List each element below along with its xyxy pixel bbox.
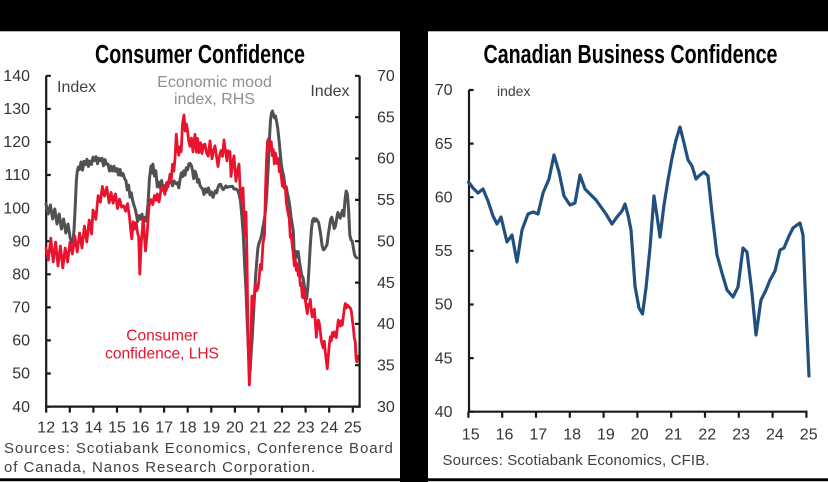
svg-text:23: 23 [732,427,750,444]
svg-text:15: 15 [108,420,126,437]
svg-text:20: 20 [226,420,244,437]
svg-text:120: 120 [3,134,30,151]
svg-text:100: 100 [3,200,30,217]
svg-text:24: 24 [320,420,338,437]
svg-text:Sources: Scotiabank Economics,: Sources: Scotiabank Economics, Conferenc… [4,440,394,457]
svg-text:70: 70 [377,68,395,85]
svg-text:70: 70 [435,82,453,99]
svg-text:Consumer: Consumer [126,328,198,345]
svg-text:15: 15 [462,427,480,444]
svg-text:110: 110 [4,167,30,184]
svg-text:50: 50 [377,233,395,250]
svg-text:55: 55 [377,192,395,209]
svg-text:30: 30 [377,399,395,416]
svg-text:80: 80 [12,267,30,284]
svg-text:16: 16 [132,420,150,437]
svg-text:60: 60 [435,189,453,206]
svg-text:21: 21 [250,420,268,437]
svg-text:17: 17 [155,420,173,437]
svg-text:18: 18 [179,420,197,437]
svg-text:23: 23 [297,420,315,437]
svg-text:12: 12 [37,420,55,437]
svg-text:65: 65 [377,109,395,126]
svg-text:16: 16 [496,427,514,444]
svg-text:25: 25 [800,427,818,444]
svg-text:confidence, LHS: confidence, LHS [105,346,219,363]
svg-text:60: 60 [377,151,395,168]
svg-text:50: 50 [12,366,30,383]
svg-text:Canadian Business Confidence: Canadian Business Confidence [484,41,778,69]
svg-text:45: 45 [435,350,453,367]
svg-text:22: 22 [273,420,291,437]
svg-text:18: 18 [563,427,581,444]
svg-text:Index: Index [57,79,96,96]
svg-text:Economic mood: Economic mood [157,74,272,91]
svg-text:of Canada, Nanos Research Corp: of Canada, Nanos Research Corporation. [4,459,316,476]
svg-text:14: 14 [85,420,103,437]
svg-text:index, RHS: index, RHS [174,91,255,108]
svg-text:70: 70 [12,300,30,317]
svg-text:17: 17 [529,427,547,444]
svg-text:20: 20 [631,427,649,444]
svg-text:24: 24 [766,427,784,444]
svg-text:140: 140 [3,68,30,85]
svg-text:Index: Index [310,83,349,100]
svg-text:Sources: Scotiabank Economics,: Sources: Scotiabank Economics, CFIB. [443,452,710,469]
svg-text:40: 40 [12,399,30,416]
svg-text:65: 65 [435,136,453,153]
svg-text:55: 55 [435,243,453,260]
svg-text:50: 50 [435,297,453,314]
svg-text:45: 45 [377,275,395,292]
svg-text:60: 60 [12,333,30,350]
svg-text:Consumer Confidence: Consumer Confidence [95,41,305,69]
svg-text:35: 35 [377,357,395,374]
svg-text:22: 22 [698,427,716,444]
svg-text:19: 19 [202,420,220,437]
svg-text:40: 40 [377,316,395,333]
svg-text:40: 40 [435,404,453,421]
svg-text:index: index [497,83,530,99]
svg-text:21: 21 [665,427,683,444]
svg-text:25: 25 [344,420,362,437]
svg-text:90: 90 [12,233,30,250]
svg-text:19: 19 [597,427,615,444]
svg-text:130: 130 [3,101,30,118]
svg-text:13: 13 [61,420,79,437]
